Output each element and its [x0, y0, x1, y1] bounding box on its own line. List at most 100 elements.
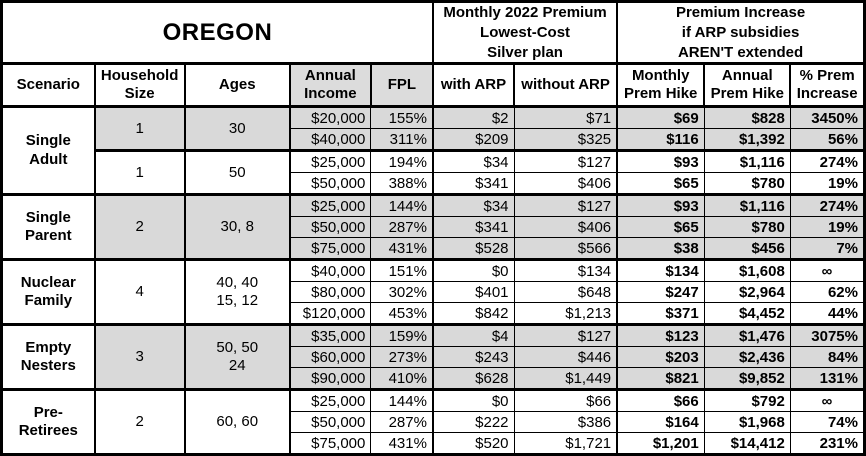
column-header-row: Scenario Household Size Ages Annual Inco… [0, 62, 866, 109]
annual-hike-cell: $1,392 [703, 128, 791, 152]
without-arp-cell: $325 [513, 128, 618, 152]
pct-increase-cell: 3075% [789, 323, 866, 348]
table-row: $60,000 273% $243 $446 $203 $2,436 84% [2, 346, 866, 369]
monthly-hike-cell: $134 [616, 258, 705, 283]
annual-hike-cell: $14,412 [703, 432, 791, 456]
monthly-hike-cell: $93 [616, 193, 705, 218]
pct-increase-cell: 131% [789, 367, 866, 391]
household-size-cell: 4 [93, 258, 186, 326]
col-header-with-arp: with ARP [431, 62, 516, 109]
income-cell: $75,000 [288, 432, 372, 456]
monthly-hike-cell: $116 [616, 128, 705, 152]
col-header-annual-income: Annual Income [288, 62, 372, 109]
annual-hike-cell: $1,116 [703, 149, 791, 174]
table-row: $50,000 388% $341 $406 $65 $780 19% [2, 172, 866, 196]
pct-increase-cell: ∞ [789, 388, 866, 413]
with-arp-cell: $34 [431, 149, 515, 174]
without-arp-cell: $134 [513, 258, 618, 283]
table-row: $80,000 302% $401 $648 $247 $2,964 62% [2, 281, 866, 304]
table-row: Single Parent 2 30, 8 $25,000 144% $34 $127 $93… [0, 193, 866, 261]
col-header-without-arp: without ARP [513, 62, 619, 109]
pct-increase-cell: 3450% [789, 105, 866, 130]
with-arp-cell: $243 [431, 346, 515, 369]
household-size-cell: 2 [93, 388, 186, 456]
annual-hike-cell: $780 [703, 172, 791, 196]
household-size-cell: 3 [93, 323, 186, 391]
fpl-cell: 151% [370, 258, 434, 283]
without-arp-cell: $406 [513, 216, 618, 239]
with-arp-cell: $222 [431, 411, 515, 434]
income-cell: $35,000 [288, 323, 372, 348]
with-arp-cell: $401 [431, 281, 515, 304]
ages-cell: 30 [183, 105, 291, 152]
with-arp-cell: $520 [431, 432, 515, 456]
with-arp-cell: $528 [431, 237, 515, 261]
monthly-hike-cell: $65 [616, 216, 705, 239]
monthly-hike-cell: $93 [616, 149, 705, 174]
household-size-cell: 1 [93, 105, 186, 152]
with-arp-cell: $628 [431, 367, 515, 391]
annual-hike-cell: $9,852 [703, 367, 791, 391]
income-cell: $80,000 [288, 281, 372, 304]
increase-group-header: Premium Increase if ARP subsidies AREN'T… [616, 0, 866, 66]
with-arp-cell: $2 [431, 105, 515, 130]
household-size-cell: 2 [93, 193, 186, 261]
annual-hike-cell: $1,608 [703, 258, 791, 283]
table-row: $50,000 287% $341 $406 $65 $780 19% [2, 216, 866, 239]
fpl-cell: 431% [370, 432, 434, 456]
ages-cell: 50 [183, 149, 291, 196]
without-arp-cell: $406 [513, 172, 618, 196]
annual-hike-cell: $456 [703, 237, 791, 261]
pct-increase-cell: 84% [789, 346, 866, 369]
without-arp-cell: $386 [513, 411, 618, 434]
pct-increase-cell: 274% [789, 193, 866, 218]
monthly-hike-cell: $203 [616, 346, 705, 369]
income-cell: $20,000 [288, 105, 372, 130]
fpl-cell: 287% [370, 411, 434, 434]
without-arp-cell: $1,721 [513, 432, 618, 456]
col-header-pct-prem-increase: % Prem Increase [789, 62, 866, 109]
fpl-cell: 287% [370, 216, 434, 239]
fpl-cell: 155% [370, 105, 434, 130]
monthly-hike-cell: $247 [616, 281, 705, 304]
pct-increase-cell: 19% [789, 216, 866, 239]
col-header-scenario: Scenario [0, 62, 96, 109]
income-cell: $120,000 [288, 302, 372, 326]
table-row: Pre- Retirees 2 60, 60 $25,000 144% $0 $66 $66 $… [0, 388, 866, 456]
without-arp-cell: $566 [513, 237, 618, 261]
annual-hike-cell: $1,476 [703, 323, 791, 348]
annual-hike-cell: $2,436 [703, 346, 791, 369]
with-arp-cell: $341 [431, 216, 515, 239]
pct-increase-cell: 19% [789, 172, 866, 196]
pct-increase-cell: 7% [789, 237, 866, 261]
ages-cell: 30, 8 [183, 193, 291, 261]
ages-cell: 60, 60 [183, 388, 291, 456]
monthly-hike-cell: $65 [616, 172, 705, 196]
fpl-cell: 144% [370, 193, 434, 218]
pct-increase-cell: 56% [789, 128, 866, 152]
income-cell: $25,000 [288, 388, 372, 413]
fpl-cell: 410% [370, 367, 434, 391]
pct-increase-cell: 74% [789, 411, 866, 434]
fpl-cell: 431% [370, 237, 434, 261]
fpl-cell: 302% [370, 281, 434, 304]
fpl-cell: 453% [370, 302, 434, 326]
ages-cell: 40, 40 15, 12 [183, 258, 291, 326]
with-arp-cell: $842 [431, 302, 515, 326]
monthly-hike-cell: $38 [616, 237, 705, 261]
annual-hike-cell: $1,968 [703, 411, 791, 434]
table-row: $90,000 410% $628 $1,449 $821 $9,852 131% [2, 367, 866, 391]
without-arp-cell: $446 [513, 346, 618, 369]
scenario-cell: Empty Nesters [0, 323, 96, 391]
without-arp-cell: $648 [513, 281, 618, 304]
table-row: 1 50 $25,000 194% $34 $127 $93 $1,116 274% [2, 149, 866, 196]
income-cell: $75,000 [288, 237, 372, 261]
fpl-cell: 311% [370, 128, 434, 152]
without-arp-cell: $66 [513, 388, 618, 413]
fpl-cell: 194% [370, 149, 434, 174]
income-cell: $50,000 [288, 216, 372, 239]
col-header-fpl: FPL [369, 62, 434, 109]
ages-cell: 50, 50 24 [183, 323, 291, 391]
